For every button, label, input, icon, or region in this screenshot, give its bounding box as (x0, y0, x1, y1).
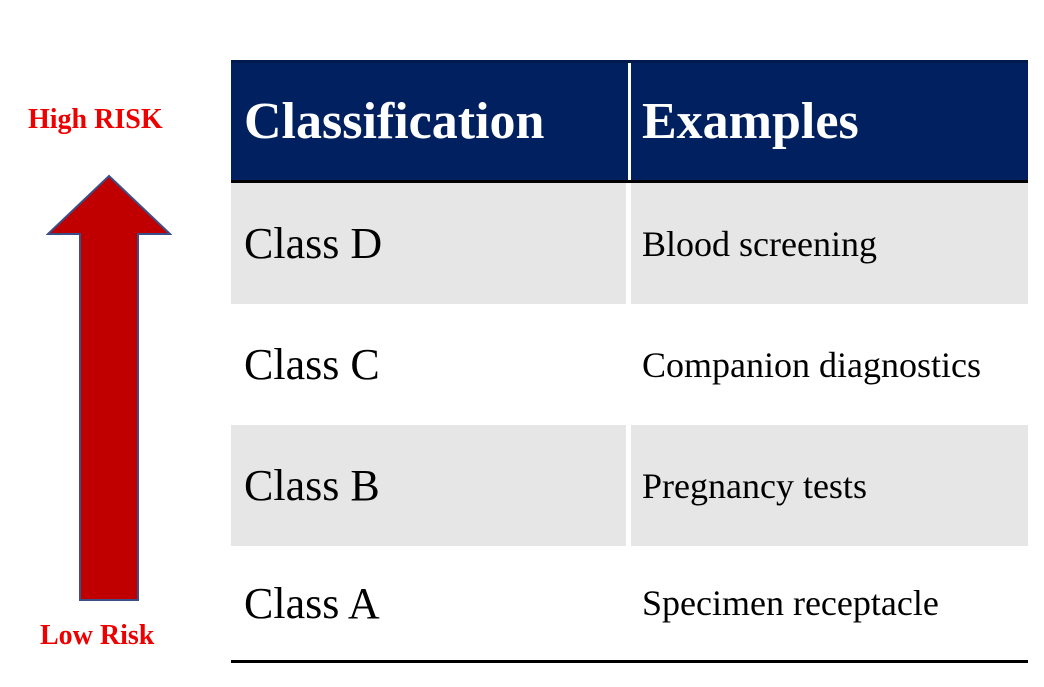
example-cell: Companion diagnostics (642, 344, 981, 385)
column-header-examples: Examples (631, 63, 1028, 180)
table-header: Classification Examples (231, 60, 1028, 183)
classification-cell: Class D (231, 183, 626, 304)
table-row: Class B Pregnancy tests (231, 425, 1028, 546)
low-risk-label: Low Risk (40, 620, 155, 651)
example-cell: Specimen receptacle (642, 583, 939, 623)
classification-cell: Class A (244, 578, 380, 628)
example-cell: Blood screening (631, 183, 1028, 304)
classification-cell: Class B (231, 425, 626, 546)
classification-cell: Class C (244, 340, 380, 389)
table-row: Class D Blood screening (231, 183, 1028, 304)
high-risk-label: High RISK (28, 104, 163, 135)
table-row: Class A Specimen receptacle (231, 546, 1028, 663)
example-cell: Pregnancy tests (631, 425, 1028, 546)
column-header-classification: Classification (231, 63, 628, 180)
classification-table: Classification Examples Class D Blood sc… (231, 60, 1028, 663)
header-divider (628, 63, 631, 180)
risk-arrow-up-icon (46, 174, 172, 601)
table-row: Class C Companion diagnostics (231, 304, 1028, 425)
